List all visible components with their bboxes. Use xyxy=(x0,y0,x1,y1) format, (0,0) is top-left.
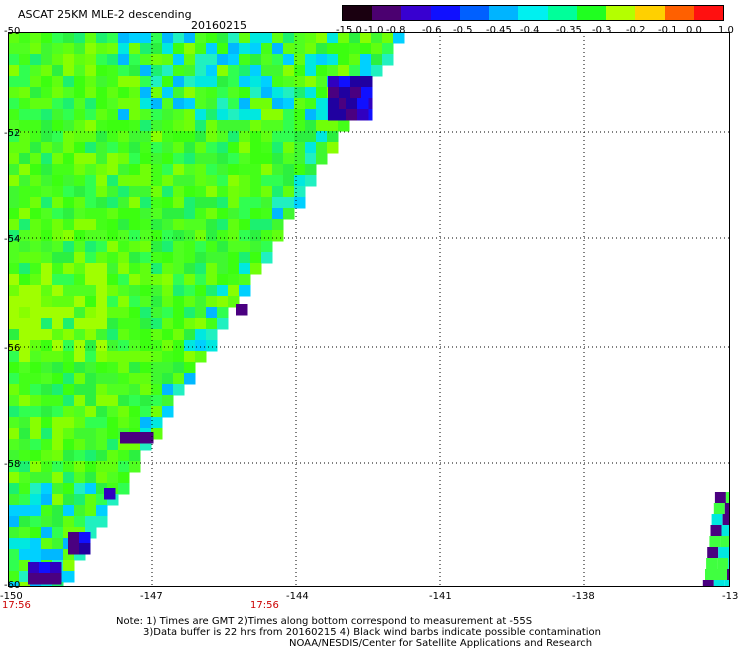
right-swath xyxy=(702,492,730,587)
colorbar-label: -15.0 xyxy=(336,25,362,36)
lat-label-60: -60 xyxy=(4,580,21,591)
chart-title: ASCAT 25KM MLE-2 descending xyxy=(18,8,192,21)
colorbar-label: -0.35 xyxy=(556,25,582,36)
note-line-2: 3)Data buffer is 22 hrs from 20160215 4)… xyxy=(143,627,601,638)
time-label-mid: 17:56 xyxy=(250,600,279,611)
deep-patches xyxy=(28,76,373,585)
colorbar-label: -0.3 xyxy=(592,25,612,36)
grid-lines xyxy=(8,32,730,587)
date-label: 20160215 xyxy=(191,19,247,32)
colorbar-segment xyxy=(372,6,402,20)
map-svg xyxy=(8,32,730,587)
lat-label-58: -58 xyxy=(4,459,21,470)
lon-label-138: -138 xyxy=(572,591,595,602)
map-border xyxy=(8,32,730,587)
note-line-1: Note: 1) Times are GMT 2)Times along bot… xyxy=(116,616,533,627)
colorbar-segment xyxy=(576,6,607,20)
lon-label-150: -150 xyxy=(0,591,23,602)
colorbar-label: -0.2 xyxy=(626,25,646,36)
time-label-left: 17:56 xyxy=(2,600,31,611)
colorbar-label: -0.45 xyxy=(486,25,512,36)
colorbar-segment xyxy=(518,6,548,20)
colorbar-segment xyxy=(430,6,460,20)
colorbar-segment xyxy=(401,6,431,20)
swath-cells xyxy=(8,32,405,587)
colorbar-segment xyxy=(635,6,665,20)
colorbar-label: -1.0 xyxy=(364,25,384,36)
colorbar-segment xyxy=(606,6,636,20)
colorbar-label: -0.1 xyxy=(658,25,678,36)
colorbar-label: -0.6 xyxy=(422,25,442,36)
lat-label-50: -50 xyxy=(4,26,21,37)
lat-label-54: -54 xyxy=(4,234,21,245)
colorbar-label: -0.5 xyxy=(453,25,473,36)
lon-label-135: -13 xyxy=(722,591,739,602)
colorbar-segment xyxy=(693,6,724,20)
colorbar-label: -0.4 xyxy=(520,25,540,36)
colorbar-segment xyxy=(489,6,519,20)
lon-label-141: -141 xyxy=(429,591,452,602)
colorbar-labels: -15.0 -1.0 -0.8 -0.6 -0.5 -0.45 -0.4 -0.35 -0.3 -… xyxy=(336,25,736,37)
colorbar-label: 1.0 xyxy=(718,25,734,36)
colorbar-segment xyxy=(664,6,694,20)
lat-label-52: -52 xyxy=(4,128,21,139)
note-line-3: NOAA/NESDIS/Center for Satellite Applica… xyxy=(289,638,593,649)
colorbar xyxy=(342,5,724,21)
lon-label-147: -147 xyxy=(140,591,163,602)
colorbar-segment xyxy=(459,6,490,20)
colorbar-label: -0.8 xyxy=(386,25,406,36)
lon-label-144: -144 xyxy=(286,591,309,602)
swath-map xyxy=(8,32,730,587)
colorbar-label: 0.0 xyxy=(686,25,702,36)
colorbar-segment xyxy=(547,6,577,20)
lat-label-56: -56 xyxy=(4,343,21,354)
colorbar-segment xyxy=(343,6,373,20)
